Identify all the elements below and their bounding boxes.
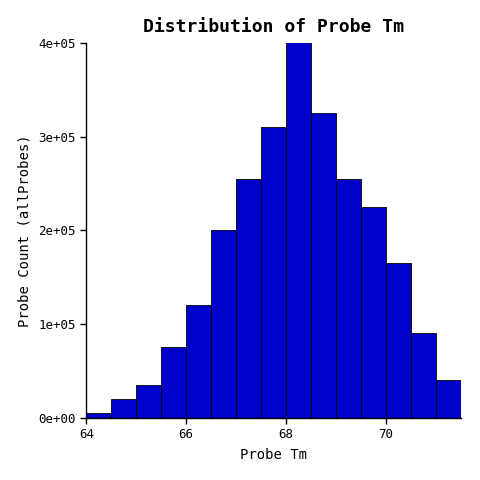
Bar [136,385,161,418]
Bar [411,333,436,418]
Bar [386,263,411,418]
Bar [236,179,261,418]
Bar [161,348,186,418]
Bar [311,113,336,418]
Bar [211,230,236,418]
Title: Distribution of Probe Tm: Distribution of Probe Tm [143,18,404,36]
Bar [361,207,386,418]
Bar [461,404,480,418]
Bar [111,399,136,418]
Bar [186,305,211,418]
Bar [436,380,461,418]
X-axis label: Probe Tm: Probe Tm [240,448,307,462]
Bar [286,0,311,418]
Bar [86,413,111,418]
Bar [261,128,286,418]
Bar [336,179,361,418]
Y-axis label: Probe Count (allProbes): Probe Count (allProbes) [18,134,32,327]
